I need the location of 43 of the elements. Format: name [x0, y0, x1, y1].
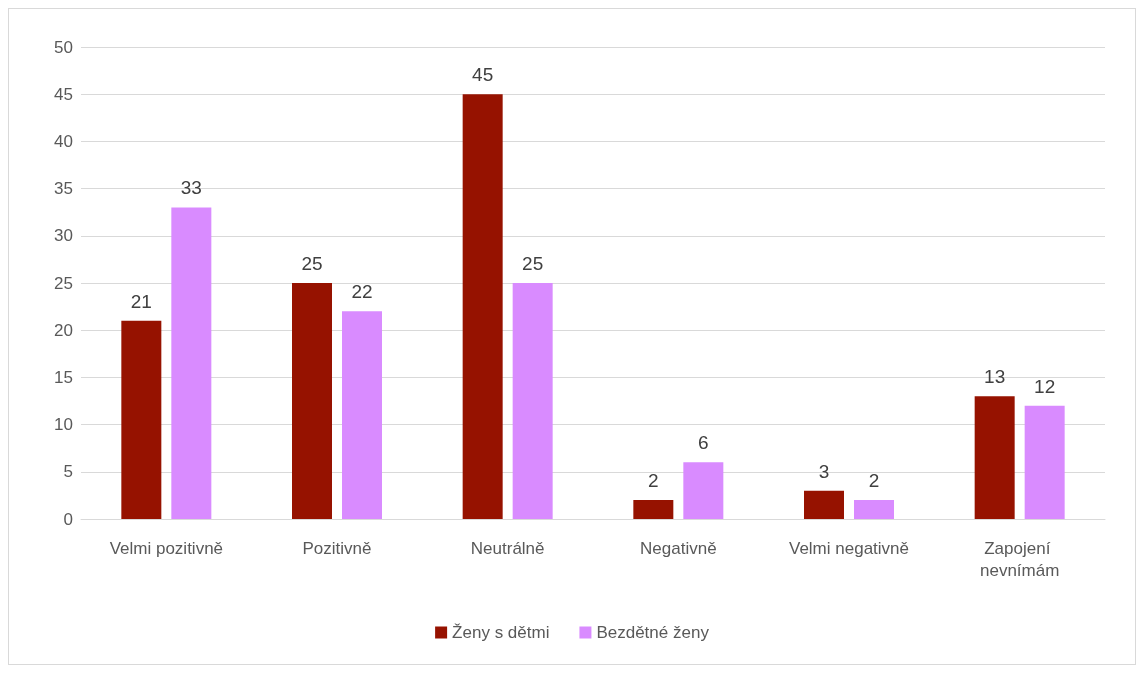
x-tick-label: Velmi pozitivně	[109, 538, 224, 558]
legend-label: Ženy s dětmi	[452, 623, 550, 642]
bar	[512, 283, 553, 519]
legend-label: Bezdětné ženy	[596, 623, 710, 642]
bar	[342, 311, 382, 519]
data-label: 3	[818, 460, 830, 482]
data-label: 25	[522, 253, 544, 274]
bar	[804, 490, 844, 519]
data-label: 45	[472, 64, 494, 86]
data-label: 2	[868, 470, 880, 492]
y-tick-label: 35	[54, 179, 73, 199]
bar	[171, 207, 212, 519]
bar	[462, 94, 503, 519]
data-label: 22	[351, 281, 373, 303]
bar	[121, 320, 162, 519]
y-tick-label: 20	[54, 320, 73, 340]
x-tick-label: Velmi negativně	[788, 538, 910, 558]
y-tick-label: 10	[54, 415, 73, 435]
bar	[1024, 405, 1065, 519]
y-tick-label: 25	[54, 273, 73, 293]
data-label: 13	[984, 366, 1006, 388]
x-tick-label: Neutrálně	[470, 538, 545, 558]
x-tick-label: Zapojení nevnímám	[979, 538, 1060, 580]
data-label: 21	[130, 290, 152, 312]
y-tick-label: 45	[54, 84, 73, 104]
data-label: 2	[648, 470, 659, 492]
bar	[633, 500, 674, 519]
data-label: 6	[698, 432, 709, 454]
bar	[974, 396, 1015, 519]
x-tick-label: Pozitivně	[302, 538, 372, 558]
bar	[854, 500, 894, 519]
x-tick-label: Negativně	[640, 538, 717, 558]
y-tick-label: 0	[63, 509, 73, 529]
data-label: 33	[180, 177, 202, 199]
y-tick-label: 5	[63, 462, 73, 482]
data-label: 12	[1034, 375, 1056, 397]
bar	[292, 283, 332, 519]
y-tick-label: 15	[54, 367, 73, 387]
y-tick-label: 40	[54, 131, 73, 151]
bar	[683, 462, 724, 519]
y-tick-label: 50	[54, 37, 73, 57]
data-label: 25	[301, 253, 323, 274]
y-tick-label: 30	[54, 226, 73, 246]
